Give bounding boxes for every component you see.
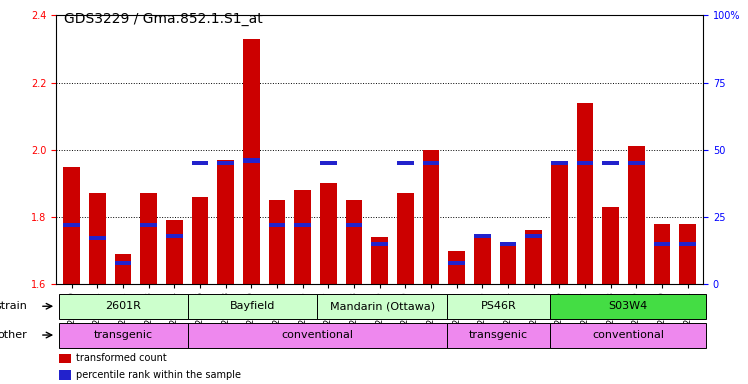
Bar (577, 161, 593, 165)
Text: conventional: conventional (281, 330, 354, 340)
Bar (551, 161, 568, 165)
Text: conventional: conventional (592, 330, 664, 340)
Bar (188, 294, 317, 319)
Bar (602, 207, 619, 284)
Bar (447, 323, 551, 348)
Text: GDS3229 / Gma.852.1.S1_at: GDS3229 / Gma.852.1.S1_at (64, 12, 263, 25)
Text: 2601R: 2601R (105, 301, 141, 311)
Bar (525, 230, 542, 284)
Bar (294, 223, 311, 227)
Bar (371, 237, 388, 284)
Bar (166, 220, 183, 284)
Bar (89, 237, 105, 240)
Bar (140, 223, 157, 227)
Bar (447, 294, 551, 319)
Text: Bayfield: Bayfield (230, 301, 275, 311)
Bar (191, 161, 208, 165)
Text: PS46R: PS46R (481, 301, 517, 311)
Bar (294, 190, 311, 284)
Text: strain: strain (0, 301, 27, 311)
Bar (551, 163, 568, 284)
Bar (654, 242, 670, 246)
Bar (58, 323, 188, 348)
Bar (317, 294, 447, 319)
Bar (602, 161, 619, 165)
Text: transgenic: transgenic (94, 330, 153, 340)
Text: other: other (0, 330, 27, 340)
Text: S03W4: S03W4 (608, 301, 648, 311)
Bar (166, 234, 183, 238)
Bar (577, 103, 593, 284)
Bar (89, 194, 105, 284)
Bar (448, 251, 465, 284)
Bar (217, 160, 234, 284)
Bar (371, 242, 388, 246)
Bar (551, 294, 705, 319)
Bar (320, 161, 337, 165)
Bar (140, 194, 157, 284)
Bar (423, 150, 439, 284)
Text: percentile rank within the sample: percentile rank within the sample (76, 370, 241, 380)
Bar (59, 370, 71, 380)
Bar (628, 161, 645, 165)
Bar (500, 242, 516, 246)
Bar (346, 223, 362, 227)
Bar (423, 161, 439, 165)
Text: transformed count: transformed count (76, 353, 167, 363)
Bar (114, 261, 131, 265)
Bar (551, 323, 705, 348)
Bar (114, 254, 131, 284)
Bar (269, 200, 285, 284)
Bar (191, 197, 208, 284)
Bar (217, 161, 234, 165)
Bar (188, 323, 447, 348)
Bar (63, 167, 80, 284)
Bar (63, 223, 80, 227)
Bar (679, 223, 696, 284)
Bar (628, 146, 645, 284)
Bar (58, 294, 188, 319)
Bar (474, 234, 491, 284)
Bar (500, 244, 516, 284)
Bar (525, 234, 542, 238)
Bar (679, 242, 696, 246)
Bar (243, 39, 260, 284)
Bar (320, 184, 337, 284)
Bar (448, 261, 465, 265)
Bar (397, 161, 414, 165)
Bar (59, 354, 71, 363)
Text: Mandarin (Ottawa): Mandarin (Ottawa) (330, 301, 435, 311)
Bar (243, 159, 260, 162)
Bar (397, 194, 414, 284)
Bar (654, 223, 670, 284)
Bar (269, 223, 285, 227)
Bar (346, 200, 362, 284)
Bar (474, 234, 491, 238)
Text: transgenic: transgenic (469, 330, 528, 340)
